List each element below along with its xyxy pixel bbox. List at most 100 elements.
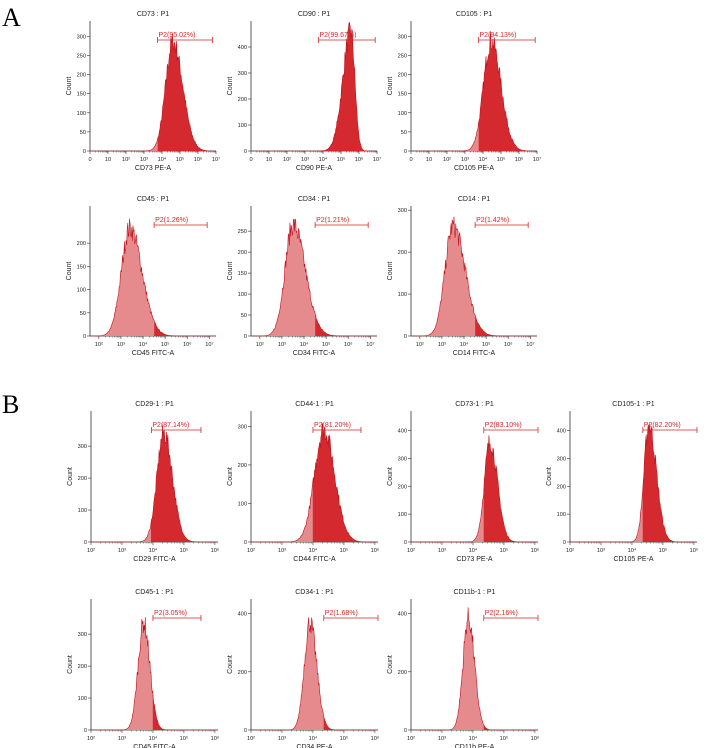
x-tick-label: 10⁶ (515, 156, 524, 163)
x-tick-label: 10³ (278, 342, 286, 348)
y-tick-label: 100 (78, 696, 87, 702)
x-tick-label: 10⁶ (211, 547, 220, 554)
y-tick-label: 0 (404, 149, 407, 155)
histogram-ungated-area (411, 607, 485, 730)
histogram-ungated-area (411, 216, 476, 336)
x-tick-label: 10² (247, 736, 255, 742)
x-tick-label: 10⁵ (482, 341, 491, 348)
x-tick-label: 10⁴ (300, 341, 309, 348)
y-tick-label: 100 (77, 288, 86, 294)
x-tick-label: 10⁴ (158, 156, 167, 163)
x-tick-label: 10³ (438, 548, 446, 554)
x-tick-label: 10⁶ (194, 156, 203, 163)
histogram-plot: 0 50 100 150 200 250 300 0 10 10² 10³ 10⁴ 10⁵ 10⁶ 10⁷ P… (387, 11, 541, 172)
x-tick-label: 10⁴ (309, 735, 318, 742)
y-tick-label: 300 (238, 424, 247, 430)
histogram-gated-area (151, 424, 218, 542)
y-tick-label: 200 (398, 670, 407, 676)
x-tick-label: 10⁷ (212, 156, 220, 163)
panel-label-a: A (2, 3, 21, 32)
chart-title: CD105 : P1 (456, 11, 492, 18)
axis-frame (410, 411, 538, 543)
gate-label: P2(99.67%) (320, 32, 357, 39)
y-tick-label: 100 (398, 292, 407, 298)
gate-label: P2(1.68%) (325, 610, 358, 617)
y-axis-label: Count (67, 655, 74, 674)
y-tick-label: 400 (238, 612, 247, 618)
x-axis-label: CD34 FITC-A (293, 350, 336, 357)
x-tick-label: 10³ (301, 157, 309, 163)
histogram-plot: 0 200 400 10² 10³ 10⁴ 10⁵ 10⁶ P2(1.68%) CD34-1 : … (227, 589, 379, 748)
chart-title: CD34 : P1 (298, 196, 330, 203)
x-tick-label: 10⁵ (659, 547, 668, 554)
chart-title: CD90 : P1 (298, 11, 330, 18)
x-tick-label: 10³ (438, 342, 446, 348)
x-tick-label: 10⁷ (205, 341, 213, 348)
x-tick-label: 0 (249, 157, 252, 163)
x-tick-label: 10² (95, 342, 103, 348)
x-tick-label: 10⁴ (460, 341, 469, 348)
histogram-gated-area (152, 691, 218, 730)
histogram-ungated-area (411, 479, 485, 542)
histogram-gated-area (154, 320, 216, 336)
y-axis-label: Count (66, 77, 73, 96)
gate-label: P2(3.05%) (154, 610, 187, 617)
y-tick-label: 400 (398, 429, 407, 435)
y-tick-label: 300 (557, 456, 566, 462)
x-axis-label: CD45 FITC-A (133, 744, 176, 748)
x-tick-label: 10⁵ (180, 547, 189, 554)
y-tick-label: 200 (238, 97, 247, 103)
histogram-plot: 0 200 400 10² 10³ 10⁴ 10⁵ 10⁶ P2(2.16%) CD11b-1 :… (387, 589, 539, 748)
histogram-outline (91, 616, 218, 731)
y-tick-label: 300 (238, 71, 247, 77)
x-tick-label: 10³ (438, 736, 446, 742)
y-tick-label: 150 (77, 92, 86, 98)
gate-label: P2(87.14%) (152, 422, 189, 429)
histogram-ungated-area (251, 477, 314, 542)
x-tick-label: 10 (426, 157, 432, 163)
histogram-gated-area (475, 314, 537, 336)
histogram-ungated-area (411, 122, 479, 151)
y-tick-label: 100 (557, 512, 566, 518)
y-tick-label: 300 (398, 208, 407, 214)
x-tick-label: 10⁷ (373, 156, 381, 163)
panel-label-b: B (2, 390, 19, 419)
y-tick-label: 0 (563, 540, 566, 546)
y-tick-label: 0 (83, 149, 86, 155)
y-tick-label: 300 (398, 34, 407, 40)
x-tick-label: 10² (256, 342, 264, 348)
histogram-outline (251, 617, 378, 731)
y-tick-label: 150 (238, 271, 247, 277)
gate-label: P2(82.20%) (644, 422, 681, 429)
x-tick-label: 10⁶ (371, 547, 380, 554)
y-tick-label: 100 (398, 111, 407, 117)
y-tick-label: 200 (398, 73, 407, 79)
histogram-outline (251, 21, 377, 152)
histogram-outline (251, 423, 378, 543)
y-tick-label: 400 (557, 429, 566, 435)
x-tick-label: 10⁵ (161, 341, 170, 348)
histogram-outline (90, 33, 216, 152)
x-tick-label: 10⁵ (176, 156, 185, 163)
histogram-plot: 0 100 200 300 400 10² 10³ 10⁴ 10⁵ 10⁶ P2(82.20%) CD… (546, 401, 698, 563)
y-tick-label: 300 (398, 456, 407, 462)
x-tick-label: 10³ (597, 548, 605, 554)
histogram-plot: 0 50 100 150 200 250 10² 10³ 10⁴ 10⁵ 10⁶ 10⁷ P2(1.21… (227, 196, 377, 357)
histogram-outline (411, 216, 537, 337)
histogram-ungated-area (251, 617, 325, 730)
y-tick-label: 400 (238, 45, 247, 51)
x-tick-label: 10⁶ (355, 156, 364, 163)
histogram-outline (411, 31, 537, 152)
y-tick-label: 50 (241, 313, 247, 319)
y-tick-label: 100 (78, 508, 87, 514)
y-axis-label: Count (546, 467, 553, 486)
y-axis-label: Count (67, 467, 74, 486)
y-tick-label: 100 (77, 111, 86, 117)
y-tick-label: 0 (244, 540, 247, 546)
y-tick-label: 200 (398, 250, 407, 256)
axis-frame (89, 21, 216, 152)
gate-label: P2(81.20%) (314, 422, 351, 429)
y-tick-label: 0 (244, 334, 247, 340)
histogram-ungated-area (570, 481, 644, 542)
histogram-outline (411, 607, 538, 731)
